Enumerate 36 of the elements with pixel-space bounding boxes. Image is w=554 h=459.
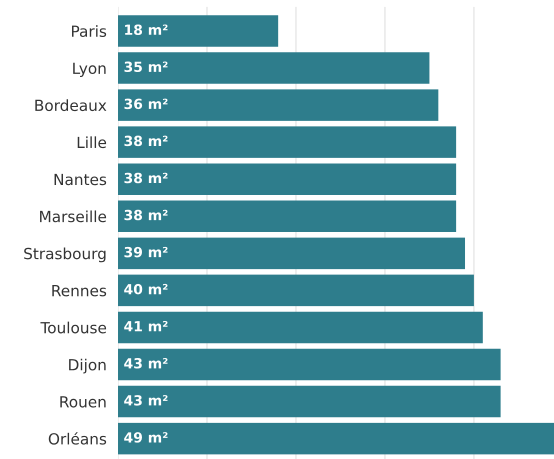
data-label: 43 m²: [124, 395, 168, 406]
bar: [118, 163, 456, 195]
y-tick-label: Dijon: [69, 358, 106, 374]
y-tick-label: Lille: [78, 136, 106, 148]
bar: [118, 274, 474, 306]
y-tick-label: Toulouse: [40, 322, 106, 334]
y-tick-label: Rouen: [60, 396, 106, 408]
data-label: 38 m²: [124, 136, 168, 146]
bar: [118, 200, 456, 232]
y-tick-label: Nantes: [54, 174, 106, 186]
bar: [118, 15, 278, 47]
data-label: 41 m²: [124, 320, 168, 332]
y-tick-label: Lyon: [73, 62, 106, 78]
y-tick-label: Orléans: [48, 432, 106, 445]
data-label: 49 m²: [124, 432, 168, 443]
bar: [118, 126, 456, 158]
y-tick-label: Marseille: [40, 210, 106, 222]
bar: [118, 312, 483, 344]
y-tick-label: Paris: [72, 25, 106, 37]
data-label: 38 m²: [124, 210, 168, 220]
bar: [118, 422, 554, 454]
data-label: 18 m²: [125, 24, 168, 36]
y-tick-label: Bordeaux: [35, 99, 106, 112]
bar: [118, 348, 501, 380]
data-label: 39 m²: [124, 246, 168, 258]
bar: [118, 386, 501, 418]
data-label: 40 m²: [124, 284, 168, 294]
y-tick-label: Rennes: [52, 285, 106, 296]
data-label: 35 m²: [124, 62, 168, 72]
bar: [118, 238, 466, 270]
data-label: 36 m²: [124, 98, 168, 110]
y-tick-label: Strasbourg: [24, 248, 106, 262]
data-label: 38 m²: [124, 172, 168, 184]
bar: [118, 89, 438, 121]
bar: [118, 52, 430, 84]
data-label: 43 m²: [124, 358, 168, 369]
